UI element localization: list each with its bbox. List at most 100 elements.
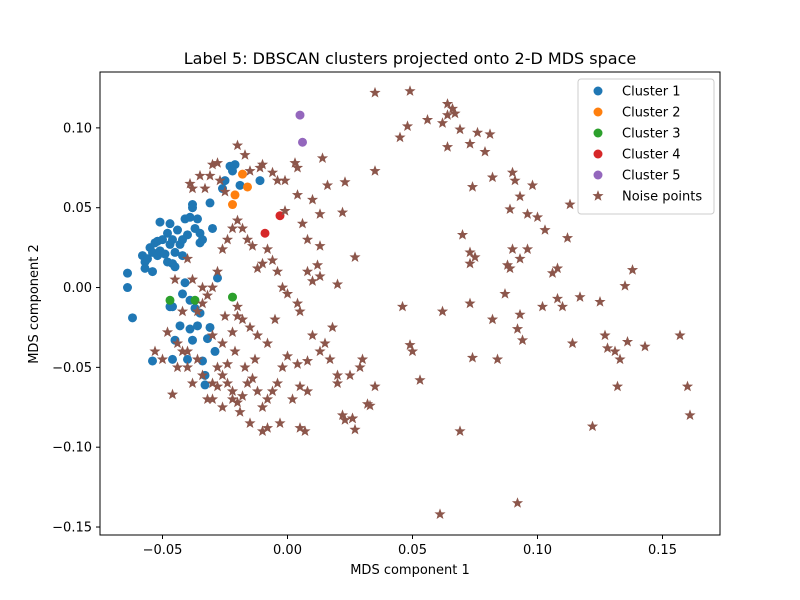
noise-point <box>346 412 359 424</box>
y-tick-label: −0.05 <box>52 361 92 376</box>
noise-point <box>226 326 239 337</box>
cluster-point <box>210 346 220 356</box>
legend-label: Cluster 4 <box>622 148 681 163</box>
noise-point <box>619 280 631 291</box>
y-tick-label: 0.00 <box>63 281 92 296</box>
noise-point <box>216 401 229 413</box>
noise-point <box>336 206 349 218</box>
noise-point <box>211 361 224 373</box>
x-tick-label: 0.15 <box>648 543 677 558</box>
noise-point <box>256 257 269 269</box>
noise-point <box>511 497 524 508</box>
cluster-point <box>170 247 180 257</box>
x-axis-label: MDS component 1 <box>350 563 470 578</box>
noise-point <box>639 340 651 352</box>
cluster-point <box>228 292 237 302</box>
noise-point <box>234 406 246 417</box>
noise-point <box>226 222 239 234</box>
noise-point <box>306 329 319 341</box>
noise-point <box>536 300 549 312</box>
legend-label: Cluster 2 <box>622 106 681 121</box>
cluster-point <box>243 182 252 192</box>
x-tick-label: 0.00 <box>273 543 302 558</box>
y-tick-label: −0.10 <box>52 441 92 456</box>
cluster-point <box>203 334 212 344</box>
noise-point <box>436 305 449 317</box>
legend-marker <box>593 107 603 117</box>
noise-point <box>214 174 226 186</box>
series-5 <box>295 110 307 147</box>
noise-point <box>176 305 189 317</box>
cluster-point <box>180 278 190 288</box>
cluster-point <box>298 137 307 147</box>
cluster-point <box>175 321 185 331</box>
noise-point <box>314 270 326 282</box>
noise-point <box>296 217 309 229</box>
cluster-point <box>123 268 132 278</box>
noise-point <box>464 257 476 269</box>
noise-point <box>206 377 219 389</box>
noise-point <box>211 380 224 392</box>
noise-point <box>271 377 284 389</box>
noise-point <box>499 288 511 299</box>
cluster-point <box>148 356 157 366</box>
noise-point <box>316 152 329 163</box>
noise-point <box>149 345 161 357</box>
cluster-point <box>188 335 197 345</box>
noise-point <box>434 508 446 519</box>
noise-point <box>551 262 564 274</box>
noise-point <box>269 313 281 325</box>
noise-point <box>621 335 634 347</box>
noise-point <box>261 337 274 349</box>
noise-point <box>244 321 256 333</box>
noise-point <box>454 123 466 135</box>
x-tick-label: 0.10 <box>523 543 552 558</box>
noise-point <box>566 337 579 349</box>
noise-point <box>281 350 294 361</box>
noise-point <box>471 126 484 138</box>
noise-point <box>321 179 334 191</box>
noise-point <box>281 288 294 299</box>
noise-point <box>469 251 481 262</box>
noise-point <box>486 171 499 183</box>
legend-marker <box>593 170 603 180</box>
noise-point <box>594 296 606 307</box>
noise-point <box>449 107 461 119</box>
cluster-point <box>143 254 152 264</box>
cluster-point <box>168 354 177 364</box>
noise-point <box>236 222 249 234</box>
noise-point <box>551 292 564 304</box>
noise-point <box>301 233 314 245</box>
noise-point <box>231 139 244 151</box>
noise-point <box>414 374 426 385</box>
cluster-point <box>260 228 270 238</box>
noise-point <box>231 214 244 226</box>
noise-point <box>466 351 479 363</box>
noise-point <box>226 393 239 405</box>
noise-point <box>339 176 351 187</box>
cluster-point <box>173 225 182 235</box>
noise-point <box>204 169 216 181</box>
noise-point <box>331 278 344 290</box>
y-axis: −0.15 −0.10 −0.05 0.00 0.05 0.10 <box>52 121 100 536</box>
cluster-point <box>183 354 192 364</box>
noise-point <box>291 358 304 369</box>
cluster-point <box>295 110 305 120</box>
noise-point <box>464 246 476 258</box>
noise-point <box>301 265 314 277</box>
noise-point <box>406 345 419 357</box>
noise-point <box>504 262 516 274</box>
noise-point <box>441 141 454 152</box>
noise-point <box>401 120 414 132</box>
cluster-point <box>235 180 245 190</box>
noise-point <box>556 300 569 312</box>
noise-point <box>231 300 244 312</box>
noise-point <box>356 353 369 365</box>
noise-point <box>514 308 526 320</box>
noise-point <box>539 224 551 235</box>
noise-point <box>326 321 339 333</box>
noise-point <box>526 179 539 191</box>
noise-point <box>221 377 234 389</box>
noise-point <box>294 380 306 392</box>
cluster-point <box>165 295 175 305</box>
